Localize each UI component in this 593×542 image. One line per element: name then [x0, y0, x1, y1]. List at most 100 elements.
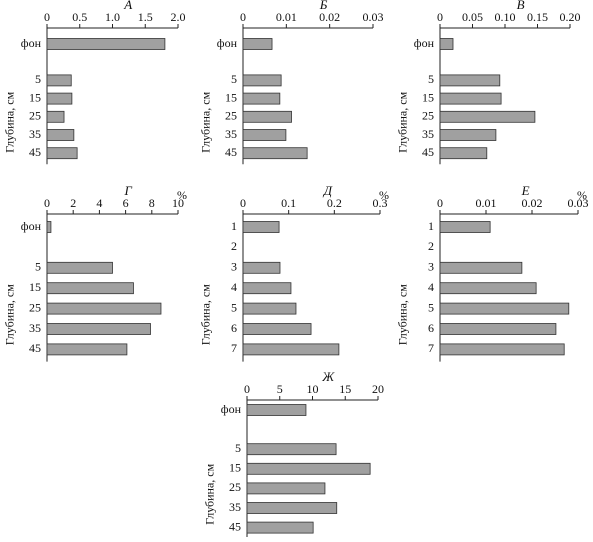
y-tick-label: 4: [428, 280, 434, 294]
y-tick-label: 15: [422, 90, 434, 104]
chart-title: Д: [322, 183, 333, 198]
y-tick-label: 1: [428, 219, 434, 233]
y-tick-label: 15: [29, 90, 41, 104]
y-tick-label: 5: [231, 300, 237, 314]
chart-title: Б: [319, 0, 328, 12]
x-tick-label: 10: [172, 196, 184, 210]
y-tick-label: 15: [229, 461, 241, 475]
y-axis-label: Глубина, см: [203, 463, 217, 524]
y-tick-label: фон: [221, 402, 242, 416]
x-tick-label: 15: [339, 382, 351, 396]
y-tick-label: 45: [422, 145, 434, 159]
y-tick-label: 5: [35, 260, 41, 274]
y-tick-label: 45: [29, 145, 41, 159]
bar: [46, 221, 52, 233]
y-axis-label: Глубина, см: [396, 284, 410, 345]
bar: [242, 302, 297, 315]
bar: [46, 282, 134, 295]
unit-label: %: [577, 188, 587, 202]
bar: [242, 38, 273, 50]
x-tick-label: 0: [437, 10, 443, 24]
y-tick-label: 45: [29, 341, 41, 355]
x-tick-label: 0.01: [276, 10, 297, 24]
y-tick-label: 5: [235, 441, 241, 455]
y-tick-label: 3: [231, 260, 237, 274]
y-tick-label: 35: [225, 127, 237, 141]
x-tick-label: 0.15: [527, 10, 548, 24]
bar: [242, 282, 292, 295]
y-tick-label: 35: [422, 127, 434, 141]
y-tick-label: 15: [29, 280, 41, 294]
bar: [242, 323, 312, 335]
y-tick-label: фон: [21, 219, 42, 233]
bar: [242, 343, 340, 356]
bar: [439, 110, 536, 123]
chart-title: Г: [124, 183, 133, 198]
bar: [46, 92, 73, 105]
x-tick-label: 0.03: [363, 10, 384, 24]
bar: [46, 343, 128, 356]
y-tick-label: 3: [428, 260, 434, 274]
x-tick-label: 4: [96, 196, 102, 210]
y-tick-label: 2: [231, 239, 237, 253]
y-tick-label: 1: [231, 219, 237, 233]
x-tick-label: 0.02: [522, 196, 543, 210]
bar: [439, 74, 501, 87]
x-tick-label: 1.5: [138, 10, 153, 24]
y-tick-label: фон: [21, 36, 42, 50]
chart-title: В: [517, 0, 525, 12]
y-tick-label: фон: [414, 36, 435, 50]
y-axis-label: Глубина, см: [199, 284, 213, 345]
x-tick-label: 0.3: [373, 196, 388, 210]
bar: [242, 129, 287, 141]
x-tick-label: 0.20: [560, 10, 581, 24]
x-tick-label: 10: [307, 382, 319, 396]
x-tick-label: 0.10: [495, 10, 516, 24]
y-axis-label: Глубина, см: [3, 284, 17, 345]
y-tick-label: 7: [428, 341, 434, 355]
x-tick-label: 2.0: [171, 10, 186, 24]
bar: [439, 343, 565, 356]
bar: [46, 147, 78, 160]
x-tick-label: 1.0: [105, 10, 120, 24]
x-tick-label: 0: [44, 10, 50, 24]
x-tick-label: 0.05: [462, 10, 483, 24]
x-tick-label: 0.1: [281, 196, 296, 210]
x-tick-label: 6: [123, 196, 129, 210]
x-tick-label: 8: [149, 196, 155, 210]
bar: [246, 502, 338, 514]
bar: [242, 147, 308, 160]
bar: [439, 282, 537, 295]
x-tick-label: 0.03: [568, 196, 589, 210]
bar: [246, 404, 307, 416]
bar: [46, 38, 166, 50]
bar: [46, 74, 72, 87]
bar: [242, 221, 280, 233]
x-tick-label: 0: [240, 10, 246, 24]
bar: [439, 302, 570, 315]
y-tick-label: 25: [29, 109, 41, 123]
bar: [439, 323, 557, 335]
bar: [46, 261, 113, 274]
y-tick-label: 45: [225, 145, 237, 159]
bar: [246, 443, 337, 456]
bar: [439, 261, 523, 274]
y-tick-label: 15: [225, 90, 237, 104]
bar: [46, 323, 151, 335]
y-axis-label: Глубина, см: [199, 91, 213, 152]
y-tick-label: 5: [231, 72, 237, 86]
unit-label: %: [177, 188, 187, 202]
bar: [439, 38, 454, 50]
y-tick-label: 25: [225, 109, 237, 123]
chart-title: Е: [521, 183, 530, 198]
unit-label: %: [379, 188, 389, 202]
x-tick-label: 0.5: [72, 10, 87, 24]
x-tick-label: 0.01: [476, 196, 497, 210]
y-tick-label: 5: [35, 72, 41, 86]
y-tick-label: 35: [29, 127, 41, 141]
y-tick-label: 25: [422, 109, 434, 123]
x-tick-label: 5: [277, 382, 283, 396]
x-tick-label: 0.2: [327, 196, 342, 210]
y-tick-label: 2: [428, 239, 434, 253]
